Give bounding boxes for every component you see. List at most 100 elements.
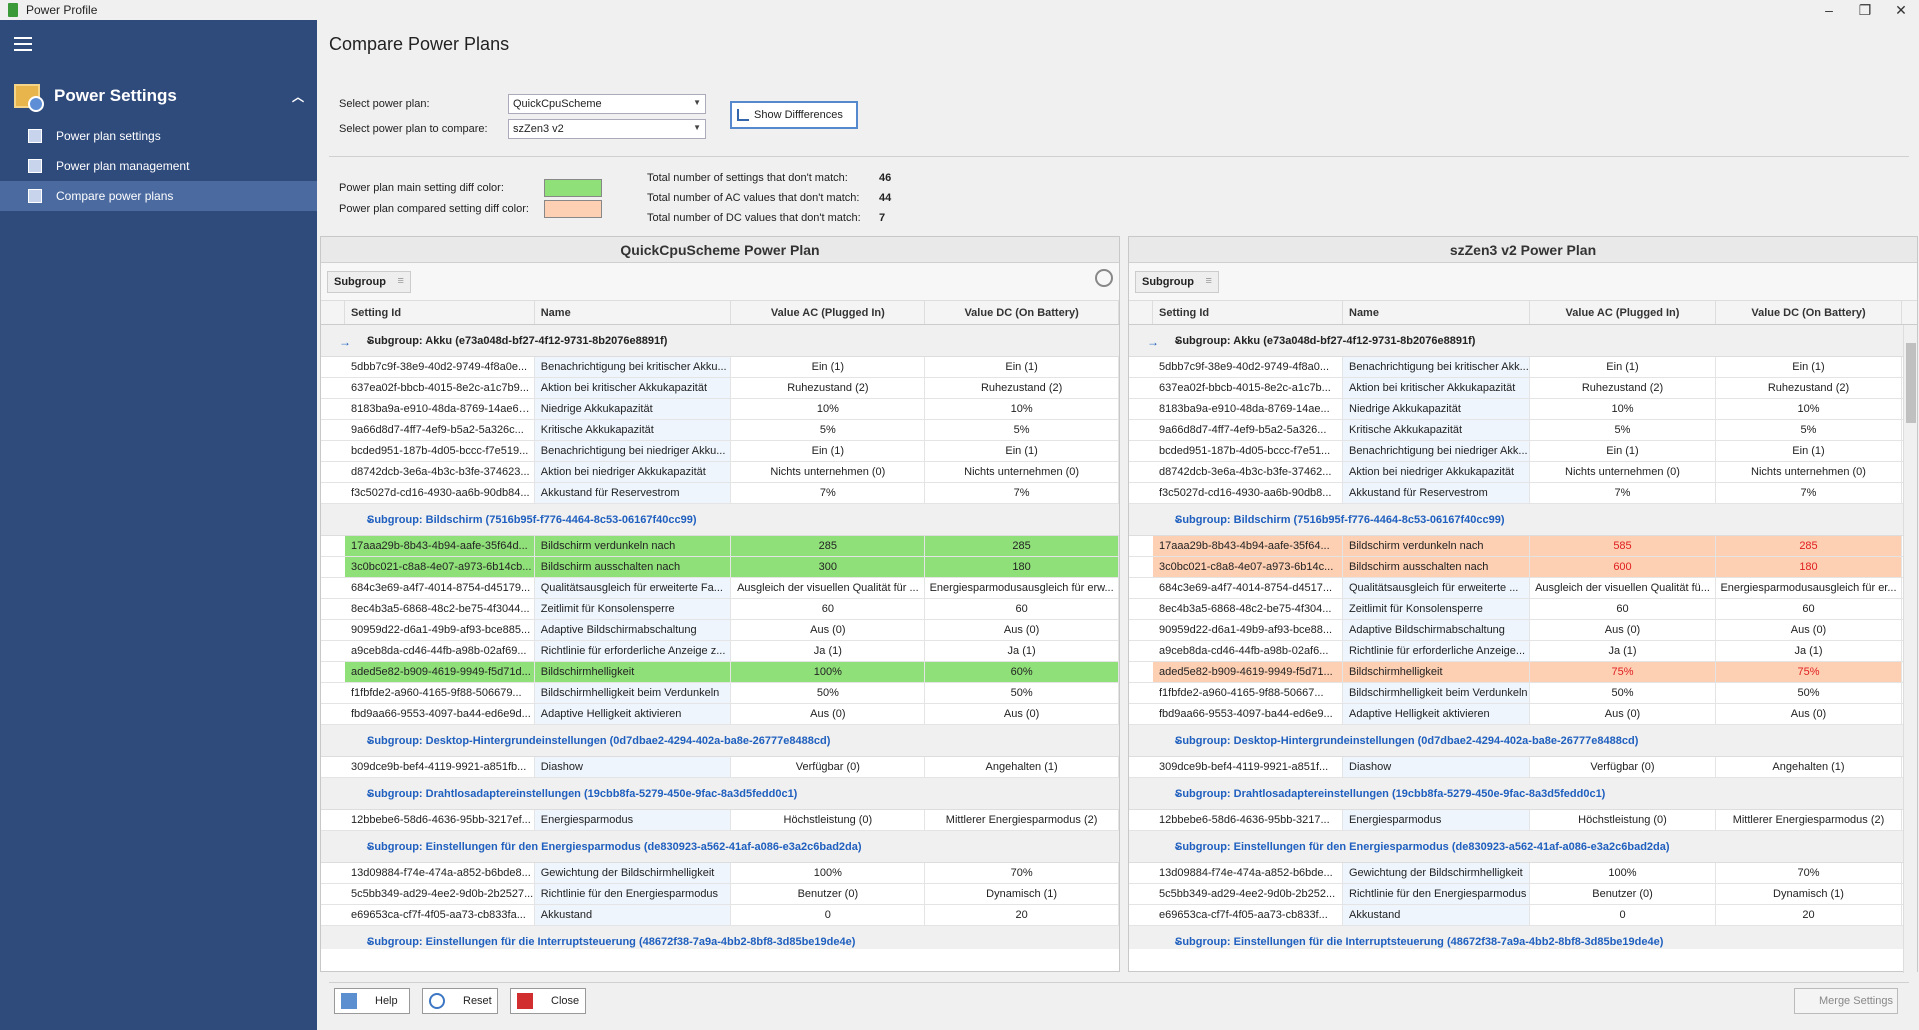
setting-id-cell[interactable]: fbd9aa66-9553-4097-ba44-ed6e9d... <box>345 704 535 724</box>
chevron-down-icon[interactable]: ⌄ <box>1173 735 1182 746</box>
table-row[interactable]: 90959d22-d6a1-49b9-af93-bce88... Adaptive… <box>1129 620 1917 641</box>
reset-button[interactable]: Reset <box>422 988 498 1014</box>
setting-id-cell[interactable]: e69653ca-cf7f-4f05-aa73-cb833f... <box>1153 905 1343 925</box>
name-cell[interactable]: Adaptive Helligkeit aktivieren <box>1343 704 1530 724</box>
value-ac-cell[interactable]: 10% <box>1530 399 1716 419</box>
column-header-name[interactable]: Name <box>1343 301 1530 324</box>
value-ac-cell[interactable]: 60 <box>1530 599 1716 619</box>
table-row[interactable]: 12bbebe6-58d6-4636-95bb-3217... Energiesp… <box>1129 810 1917 831</box>
setting-id-cell[interactable]: 12bbebe6-58d6-4636-95bb-3217... <box>1153 810 1343 830</box>
setting-id-cell[interactable]: 5dbb7c9f-38e9-40d2-9749-4f8a0e... <box>345 357 535 377</box>
value-dc-cell[interactable]: Ja (1) <box>925 641 1119 661</box>
value-dc-cell[interactable]: Energiesparmodusausgleich für er... <box>1716 578 1902 598</box>
value-dc-cell[interactable]: Angehalten (1) <box>1716 757 1902 777</box>
value-dc-cell[interactable]: 5% <box>925 420 1119 440</box>
name-cell[interactable]: Bildschirmhelligkeit beim Verdunkeln <box>1343 683 1530 703</box>
setting-id-cell[interactable]: 17aaa29b-8b43-4b94-aafe-35f64... <box>1153 536 1343 556</box>
table-row[interactable]: 8ec4b3a5-6868-48c2-be75-4f304... Zeitlimi… <box>1129 599 1917 620</box>
vertical-scrollbar[interactable] <box>1903 325 1917 973</box>
setting-id-cell[interactable]: d8742dcb-3e6a-4b3c-b3fe-374623... <box>345 462 535 482</box>
setting-id-cell[interactable]: f1fbfde2-a960-4165-9f88-506679... <box>345 683 535 703</box>
table-row[interactable]: 5dbb7c9f-38e9-40d2-9749-4f8a0... Benachri… <box>1129 357 1917 378</box>
name-cell[interactable]: Benachrichtigung bei niedriger Akk... <box>1343 441 1530 461</box>
value-dc-cell[interactable]: Nichts unternehmen (0) <box>925 462 1119 482</box>
search-icon[interactable] <box>1095 269 1113 287</box>
name-cell[interactable]: Diashow <box>1343 757 1530 777</box>
setting-id-cell[interactable]: 9a66d8d7-4ff7-4ef9-b5a2-5a326... <box>1153 420 1343 440</box>
value-dc-cell[interactable]: Ruhezustand (2) <box>1716 378 1902 398</box>
show-differences-button[interactable]: Show Diffferences <box>730 101 858 129</box>
value-dc-cell[interactable]: 70% <box>925 863 1119 883</box>
value-ac-cell[interactable]: Ja (1) <box>731 641 926 661</box>
value-ac-cell[interactable]: 585 <box>1530 536 1716 556</box>
value-dc-cell[interactable]: 60 <box>925 599 1119 619</box>
table-row[interactable]: 8183ba9a-e910-48da-8769-14ae... Niedrige … <box>1129 399 1917 420</box>
main-diff-color-swatch[interactable] <box>544 179 602 197</box>
name-cell[interactable]: Zeitlimit für Konsolensperre <box>534 599 732 619</box>
name-cell[interactable]: Kritische Akkukapazität <box>534 420 732 440</box>
name-cell[interactable]: Bildschirm ausschalten nach <box>534 557 732 577</box>
value-dc-cell[interactable]: 60% <box>925 662 1119 682</box>
name-cell[interactable]: Aktion bei niedriger Akkukapazität <box>1343 462 1530 482</box>
column-header-name[interactable]: Name <box>535 301 732 324</box>
setting-id-cell[interactable]: 8ec4b3a5-6868-48c2-be75-4f304... <box>1153 599 1343 619</box>
name-cell[interactable]: Benachrichtigung bei niedriger Akku... <box>534 441 732 461</box>
value-ac-cell[interactable]: Nichts unternehmen (0) <box>731 462 926 482</box>
table-row[interactable]: d8742dcb-3e6a-4b3c-b3fe-374623... Aktion … <box>321 462 1119 483</box>
minimize-icon[interactable]: – <box>1825 2 1833 18</box>
setting-id-cell[interactable]: 637ea02f-bbcb-4015-8e2c-a1c7b... <box>1153 378 1343 398</box>
value-dc-cell[interactable]: Aus (0) <box>1716 704 1902 724</box>
value-ac-cell[interactable]: 0 <box>731 905 926 925</box>
subgroup-row[interactable]: ⌄ Subgroup: Bildschirm (7516b95f-f776-446… <box>321 504 1119 536</box>
setting-id-cell[interactable]: a9ceb8da-cd46-44fb-a98b-02af6... <box>1153 641 1343 661</box>
setting-id-cell[interactable]: 90959d22-d6a1-49b9-af93-bce88... <box>1153 620 1343 640</box>
name-cell[interactable]: Akkustand <box>1343 905 1530 925</box>
subgroup-group-button[interactable]: Subgroup <box>327 271 411 293</box>
table-row[interactable]: 12bbebe6-58d6-4636-95bb-3217ef... Energie… <box>321 810 1119 831</box>
value-dc-cell[interactable]: 285 <box>1716 536 1902 556</box>
table-row[interactable]: 9a66d8d7-4ff7-4ef9-b5a2-5a326c... Kritisc… <box>321 420 1119 441</box>
name-cell[interactable]: Richtlinie für erforderliche Anzeige z..… <box>534 641 732 661</box>
value-ac-cell[interactable]: 100% <box>731 662 926 682</box>
column-header-value-ac[interactable]: Value AC (Plugged In) <box>1530 301 1716 324</box>
subgroup-row[interactable]: → ⌄ Subgroup: Akku (e73a048d-bf27-4f12-973… <box>321 325 1119 357</box>
value-dc-cell[interactable]: Energiesparmodusausgleich für erw... <box>925 578 1119 598</box>
value-ac-cell[interactable]: Ein (1) <box>731 441 926 461</box>
value-ac-cell[interactable]: 75% <box>1530 662 1716 682</box>
subgroup-row[interactable]: ⌄ Subgroup: Einstellungen für den Energie… <box>321 831 1119 863</box>
table-row[interactable]: d8742dcb-3e6a-4b3c-b3fe-37462... Aktion b… <box>1129 462 1917 483</box>
subgroup-row[interactable]: → ⌄ Subgroup: Akku (e73a048d-bf27-4f12-973… <box>1129 325 1917 357</box>
value-dc-cell[interactable]: 75% <box>1716 662 1902 682</box>
name-cell[interactable]: Qualitätsausgleich für erweiterte ... <box>1343 578 1530 598</box>
setting-id-cell[interactable]: 12bbebe6-58d6-4636-95bb-3217ef... <box>345 810 535 830</box>
value-ac-cell[interactable]: 50% <box>1530 683 1716 703</box>
table-row[interactable]: 5dbb7c9f-38e9-40d2-9749-4f8a0e... Benachr… <box>321 357 1119 378</box>
value-dc-cell[interactable]: Mittlerer Energiesparmodus (2) <box>925 810 1119 830</box>
name-cell[interactable]: Bildschirmhelligkeit <box>534 662 732 682</box>
name-cell[interactable]: Niedrige Akkukapazität <box>1343 399 1530 419</box>
name-cell[interactable]: Bildschirm verdunkeln nach <box>1343 536 1530 556</box>
value-dc-cell[interactable]: 5% <box>1716 420 1902 440</box>
name-cell[interactable]: Gewichtung der Bildschirmhelligkeit <box>1343 863 1530 883</box>
value-dc-cell[interactable]: Aus (0) <box>1716 620 1902 640</box>
table-row[interactable]: a9ceb8da-cd46-44fb-a98b-02af69... Richtli… <box>321 641 1119 662</box>
value-dc-cell[interactable]: Ja (1) <box>1716 641 1902 661</box>
name-cell[interactable]: Gewichtung der Bildschirmhelligkeit <box>534 863 732 883</box>
value-ac-cell[interactable]: 50% <box>731 683 926 703</box>
setting-id-cell[interactable]: aded5e82-b909-4619-9949-f5d71d... <box>344 662 535 682</box>
chevron-down-icon[interactable]: ⌄ <box>1173 335 1182 346</box>
name-cell[interactable]: Bildschirmhelligkeit beim Verdunkeln <box>534 683 732 703</box>
value-dc-cell[interactable]: Dynamisch (1) <box>1716 884 1902 904</box>
chevron-down-icon[interactable]: ⌄ <box>365 841 374 852</box>
value-dc-cell[interactable]: Aus (0) <box>925 704 1119 724</box>
table-row[interactable]: 8ec4b3a5-6868-48c2-be75-4f3044... Zeitlim… <box>321 599 1119 620</box>
table-row[interactable]: e69653ca-cf7f-4f05-aa73-cb833fa... Akkust… <box>321 905 1119 926</box>
value-dc-cell[interactable]: Ein (1) <box>925 357 1119 377</box>
table-row[interactable]: 9a66d8d7-4ff7-4ef9-b5a2-5a326... Kritisch… <box>1129 420 1917 441</box>
name-cell[interactable]: Akkustand für Reservestrom <box>534 483 732 503</box>
table-row[interactable]: 309dce9b-bef4-4119-9921-a851fb... Diashow… <box>321 757 1119 778</box>
setting-id-cell[interactable]: 309dce9b-bef4-4119-9921-a851fb... <box>345 757 535 777</box>
name-cell[interactable]: Adaptive Bildschirmabschaltung <box>534 620 732 640</box>
close-button[interactable]: Close <box>510 988 586 1014</box>
setting-id-cell[interactable]: d8742dcb-3e6a-4b3c-b3fe-37462... <box>1153 462 1343 482</box>
